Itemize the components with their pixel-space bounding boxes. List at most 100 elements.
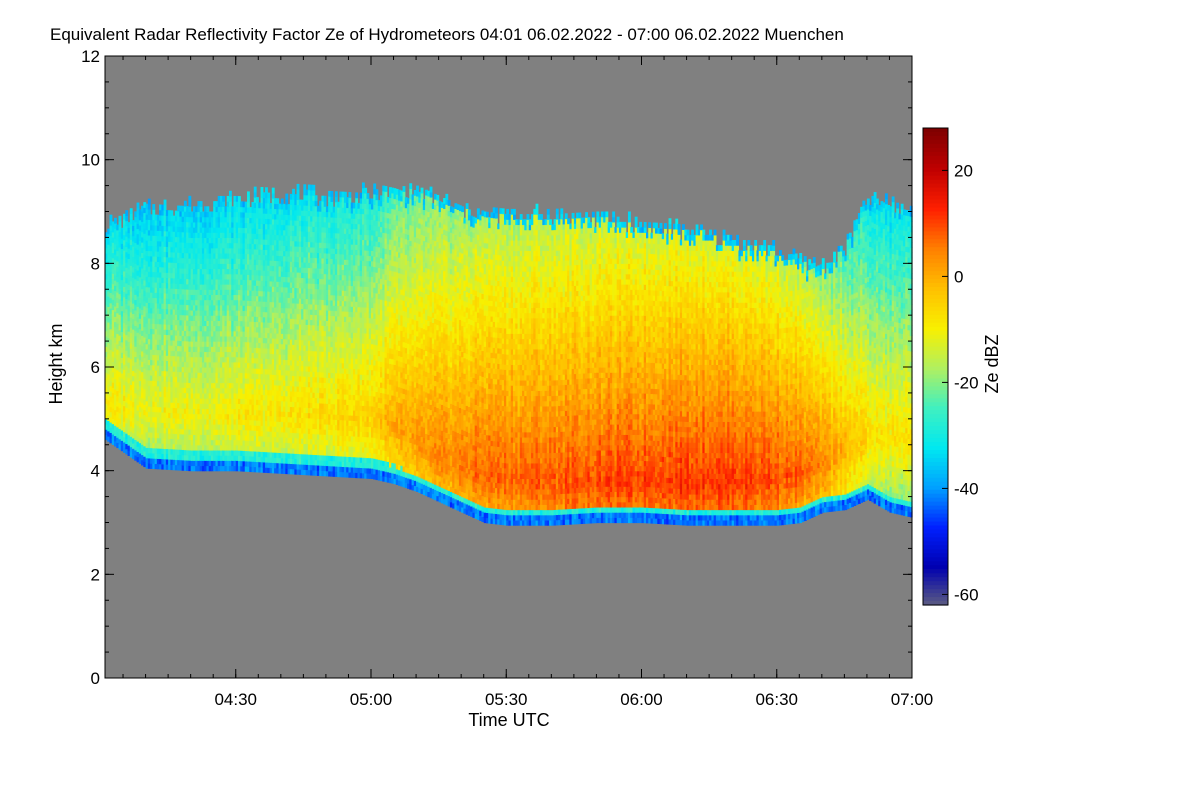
echo-cell — [138, 224, 142, 231]
echo-cell — [150, 457, 153, 464]
echo-cell — [120, 346, 124, 353]
echo-cell — [118, 386, 122, 393]
echo-cell — [145, 333, 149, 340]
echo-cell — [136, 238, 140, 245]
echo-cell — [125, 360, 129, 367]
echo-cell — [136, 342, 140, 349]
echo-cell — [150, 406, 153, 412]
echo-cell — [150, 229, 153, 236]
echo-cell — [147, 390, 151, 397]
echo-cell — [109, 282, 113, 288]
echo-cell — [105, 413, 108, 420]
echo-cell — [154, 271, 158, 278]
echo-cell — [132, 422, 135, 429]
echo-cell — [127, 408, 131, 415]
echo-cell — [143, 290, 147, 297]
echo-cell — [152, 406, 156, 413]
echo-cell — [296, 194, 300, 201]
echo-cell — [116, 390, 120, 397]
echo-cell — [154, 406, 158, 413]
echo-cell — [138, 375, 142, 381]
echo-cell — [134, 221, 138, 228]
echo-cell — [154, 297, 158, 304]
echo-cell — [132, 240, 135, 247]
echo-cell — [152, 416, 156, 423]
echo-cell — [111, 351, 115, 357]
echo-cell — [127, 320, 131, 327]
echo-cell — [105, 237, 108, 244]
echo-cell — [134, 289, 138, 295]
echo-cell — [127, 315, 131, 322]
echo-cell — [150, 452, 153, 459]
echo-cell — [125, 417, 129, 424]
echo-cell — [141, 438, 144, 445]
echo-cell — [150, 395, 153, 402]
echo-cell — [150, 245, 153, 252]
echo-cell — [132, 411, 135, 418]
echo-cell — [111, 262, 115, 269]
echo-cell — [132, 365, 135, 372]
echo-cell — [152, 447, 156, 454]
echo-cell — [141, 242, 144, 248]
echo-cell — [109, 328, 113, 335]
echo-cell — [150, 266, 153, 272]
echo-cell — [111, 309, 115, 316]
echo-cell — [123, 410, 126, 417]
echo-cell — [105, 418, 108, 425]
echo-cell — [276, 198, 280, 205]
echo-cell — [123, 447, 126, 453]
echo-cell — [183, 200, 187, 207]
echo-cell — [143, 264, 147, 271]
echo-cell — [116, 250, 120, 257]
echo-cell — [123, 276, 126, 282]
echo-cell — [136, 358, 140, 364]
echo-cell — [109, 323, 113, 330]
echo-cell — [147, 297, 151, 303]
echo-cell — [129, 311, 133, 318]
echo-cell — [107, 233, 111, 240]
echo-cell — [138, 214, 142, 221]
echo-cell — [125, 386, 129, 393]
echo-cell — [138, 209, 142, 216]
echo-cell — [123, 244, 126, 251]
echo-cell — [141, 324, 144, 331]
echo-cell — [120, 336, 124, 343]
echo-cell — [147, 442, 151, 449]
echo-cell — [141, 433, 144, 440]
echo-cell — [107, 384, 111, 390]
echo-cell — [147, 291, 151, 298]
echo-cell — [154, 453, 158, 459]
echo-cell — [141, 345, 144, 352]
echo-cell — [136, 415, 140, 421]
echo-cell — [118, 392, 122, 398]
echo-cell — [147, 281, 151, 288]
echo-cell — [129, 337, 133, 344]
echo-cell — [109, 245, 113, 252]
echo-cell — [152, 297, 156, 304]
echo-cell — [150, 359, 153, 366]
echo-cell — [129, 234, 133, 240]
echo-cell — [127, 424, 131, 431]
echo-cell — [120, 393, 124, 400]
echo-cell — [125, 339, 129, 346]
echo-cell — [120, 300, 124, 307]
echo-cell — [127, 232, 131, 239]
echo-cell — [134, 454, 138, 461]
echo-cell — [154, 370, 158, 376]
echo-cell — [107, 321, 111, 328]
echo-cell — [125, 272, 129, 279]
echo-cell — [136, 285, 140, 292]
echo-cell — [111, 330, 115, 337]
echo-cell — [105, 408, 108, 415]
echo-cell — [123, 255, 126, 262]
echo-cell — [141, 210, 144, 217]
echo-cell — [256, 197, 259, 203]
echo-cell — [107, 425, 111, 432]
echo-cell — [132, 375, 135, 382]
echo-cell — [118, 309, 122, 315]
echo-cell — [125, 329, 129, 336]
echo-cell — [143, 368, 147, 374]
echo-cell — [138, 432, 142, 438]
echo-cell — [138, 261, 142, 267]
echo-cell — [152, 344, 156, 350]
